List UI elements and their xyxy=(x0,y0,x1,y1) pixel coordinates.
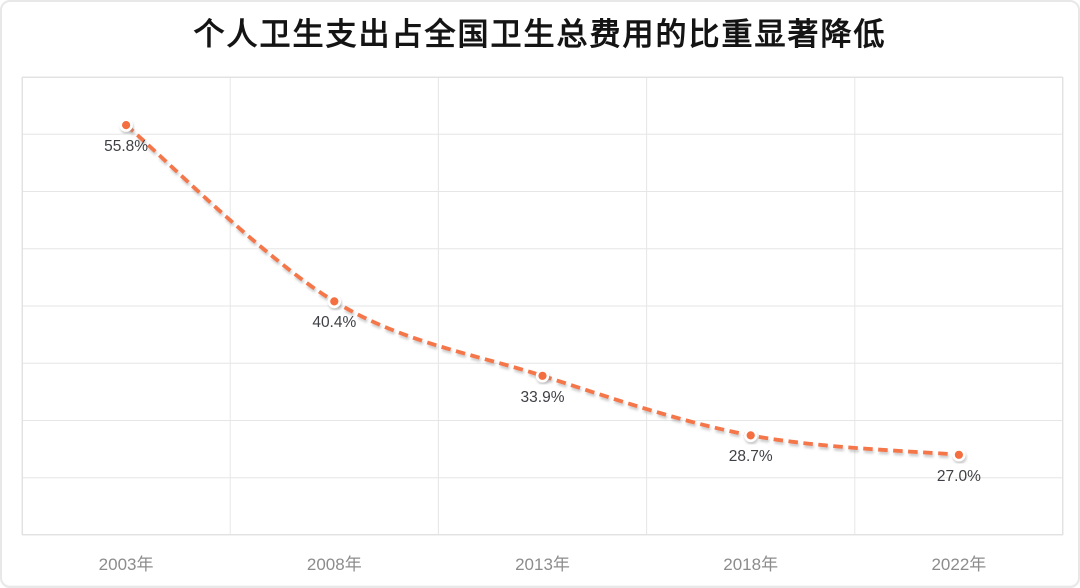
x-axis-label: 2008年 xyxy=(306,555,362,574)
point-label: 33.9% xyxy=(520,388,565,406)
plot-area: 55.8% 40.4% 33.9% 28.7% 27.0% 2003年 2008… xyxy=(21,76,1064,574)
plot-border xyxy=(22,77,1063,535)
trend-chart-canvas xyxy=(21,76,1064,536)
point-label: 55.8% xyxy=(104,138,149,156)
data-point-marker xyxy=(119,118,133,132)
x-axis-label: 2003年 xyxy=(98,555,154,574)
data-point-marker xyxy=(327,294,341,309)
x-axis-label: 2022年 xyxy=(931,555,987,574)
data-point-marker xyxy=(743,428,758,443)
x-axis-label: 2013年 xyxy=(515,555,570,574)
chart-title: 个人卫生支出占全国卫生总费用的比重显著降低 xyxy=(193,17,887,52)
data-point-marker xyxy=(952,448,966,462)
x-axis-label: 2018年 xyxy=(723,555,779,574)
gridlines xyxy=(21,76,1064,536)
point-label: 40.4% xyxy=(312,314,357,332)
point-label: 28.7% xyxy=(728,448,773,466)
data-point-markers xyxy=(119,118,966,462)
data-point-marker xyxy=(535,369,550,383)
point-label: 27.0% xyxy=(936,467,981,485)
